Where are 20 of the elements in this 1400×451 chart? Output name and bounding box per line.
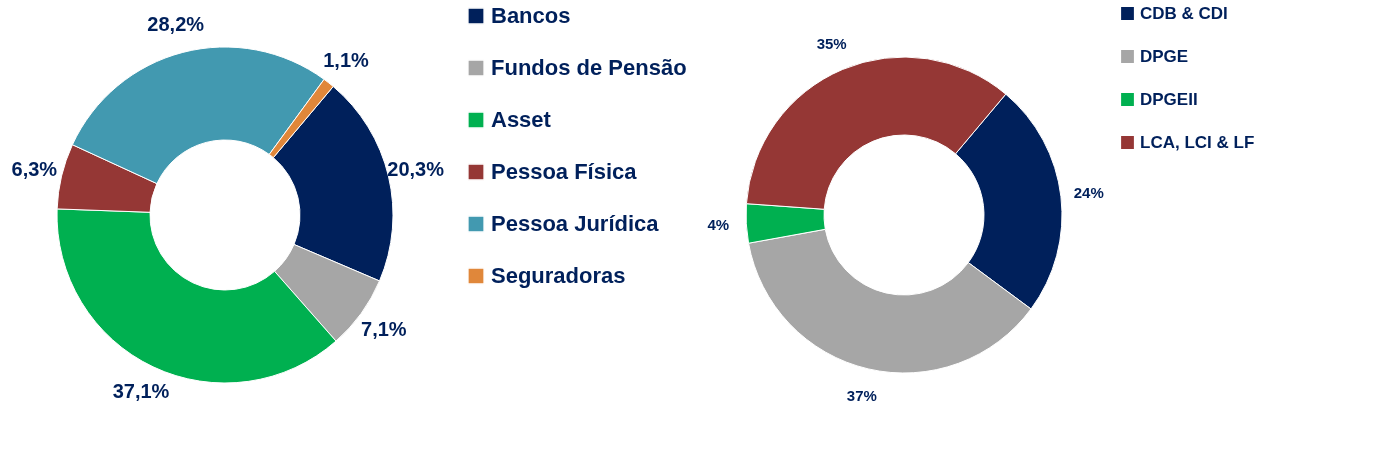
legend-label: LCA, LCI & LF [1140, 132, 1255, 152]
data-label: 6,3% [11, 157, 58, 180]
data-label: 4% [707, 216, 730, 234]
legend-label: Pessoa Jurídica [491, 211, 660, 236]
legend-label: DPGE [1140, 46, 1189, 66]
data-label: 35% [816, 34, 847, 52]
data-label: 28,2% [147, 13, 205, 36]
data-label: 37% [846, 387, 877, 405]
data-label: 1,1% [323, 48, 370, 71]
legend-label: Fundos de Pensão [491, 55, 687, 80]
legend-label: Bancos [491, 3, 571, 28]
legend-label: DPGEII [1140, 89, 1198, 109]
legend-label: Asset [491, 107, 552, 132]
data-label: 7,1% [361, 317, 407, 340]
data-label: 24% [1073, 184, 1104, 202]
data-label: 37,1% [112, 380, 170, 403]
data-label: 20,3% [387, 157, 445, 180]
legend-label: Seguradoras [491, 263, 626, 288]
legend-label: Pessoa Física [491, 159, 638, 184]
legend-label: CDB & CDI [1140, 3, 1228, 23]
